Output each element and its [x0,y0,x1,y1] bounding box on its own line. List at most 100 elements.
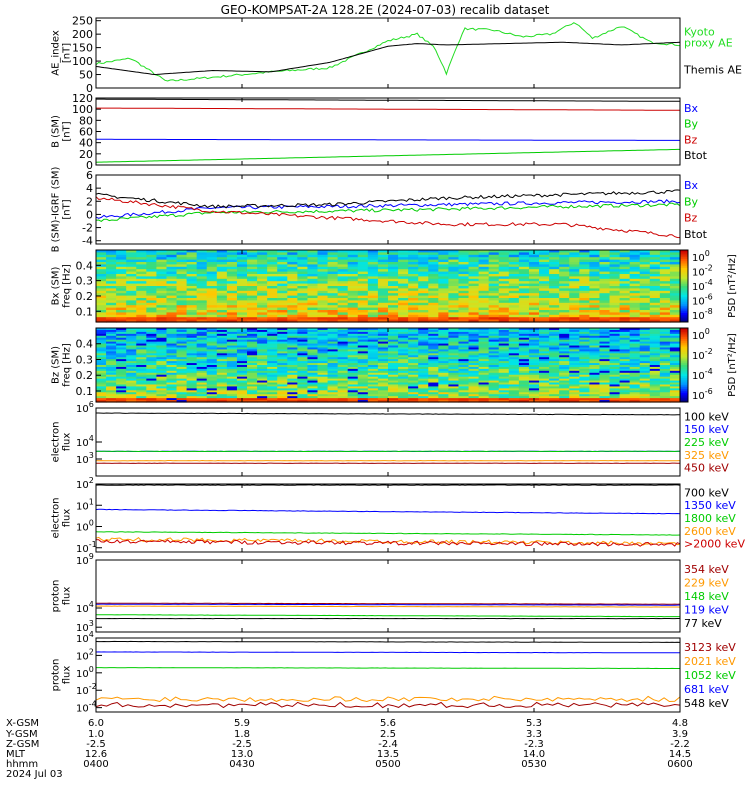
eph-value: 5.9 [234,718,250,729]
ytick-ae: 250 [72,15,93,28]
eph-value: 13.5 [377,749,399,760]
series-pflux2-3 [95,651,680,654]
legend-pflux1-2: 148 keV [684,590,729,603]
ytick-ae: 150 [72,42,93,55]
cbtick-bzspec: 100 [692,327,710,342]
heatmap-bzspec [96,328,681,403]
svg-text:Bx (SM): Bx (SM) [51,267,62,306]
eph-value: 13.0 [231,749,253,760]
series-bdiff-3 [95,189,681,209]
legend-ae-0: Kyoto [684,26,715,39]
ytick-pflux1: 109 [76,552,94,567]
ylabel-pflux2: proton flux [51,659,73,692]
series-pflux1-2 [96,614,680,618]
svg-text:PSD [nT²/Hz]: PSD [nT²/Hz] [727,254,738,318]
legend-pflux1-0: 354 keV [684,563,729,576]
legend-eflux2-4: >2000 keV [684,538,745,551]
svg-text:B (SM): B (SM) [51,115,62,148]
legend-pflux1-3: 119 keV [684,604,729,617]
ytick-bsm: 60 [79,126,93,139]
eph-value: 0530 [521,759,546,770]
legend-bsm-2: Bz [684,133,698,146]
legend-eflux1-2: 225 keV [684,436,729,449]
ytick-pflux2: 10-2 [76,682,97,697]
svg-text:proton: proton [51,659,62,692]
cblabel-bxspec: PSD [nT²/Hz] [727,254,738,318]
eph-value: 1.0 [88,729,104,740]
ytick-eflux2: 101 [76,497,94,512]
eph-value: 0600 [667,759,692,770]
series-bsm-2 [96,107,680,111]
svg-text:flux: flux [62,433,73,452]
ytick-pflux1: 103 [76,619,94,634]
ylabel-bsm: B (SM) [nT] [51,115,73,148]
ytick-pflux2: 100 [76,665,94,680]
cbtick-bzspec: 10-4 [692,367,713,382]
eph-value: 4.8 [672,718,688,729]
eph-value: -2.2 [670,739,690,750]
svg-text:freq [Hz]: freq [Hz] [62,264,73,308]
ytick-eflux2: 102 [76,476,94,491]
cbtick-bxspec: 100 [692,249,710,264]
eph-value: 2.5 [380,729,396,740]
series-pflux1-1 [96,605,681,608]
svg-text:Bz (SM): Bz (SM) [51,346,62,384]
svg-text:B (SM)-IGRF (SM): B (SM)-IGRF (SM) [51,167,62,253]
ytick-bdiff: -4 [82,235,93,248]
eph-value: 1.8 [234,729,250,740]
legend-bsm-3: Btot [684,149,708,162]
legend-ae-0: proxy AE [684,37,733,50]
ytick-bdiff: 4 [86,182,93,195]
svg-text:freq [Hz]: freq [Hz] [62,343,73,387]
svg-text:[nT]: [nT] [62,121,73,141]
series-ae-0 [95,22,681,82]
legend-bdiff-2: Bz [684,212,698,225]
ytick-bxspec: 0.3 [76,275,94,288]
series-eflux2-1 [95,508,681,515]
eph-value: 3.9 [672,729,688,740]
ytick-bsm: 40 [79,137,93,150]
ytick-ae: 0 [86,82,93,95]
svg-text:proton: proton [51,580,62,613]
svg-text:electron: electron [51,422,62,463]
ytick-bxspec: 0.1 [76,305,94,318]
svg-text:flux: flux [62,509,73,528]
svg-text:flux: flux [62,587,73,606]
ae-frame [95,17,681,89]
eph-label-0: X-GSM [6,718,39,729]
legend-bdiff-3: Btot [684,228,708,241]
legend-pflux1-1: 229 keV [684,576,729,589]
ytick-bxspec: 0.2 [76,290,94,303]
cblabel-bzspec: PSD [nT²/Hz] [727,333,738,397]
eph-value: 12.6 [85,749,107,760]
ytick-ae: 100 [72,55,93,68]
ylabel-bzspec: Bz (SM) freq [Hz] [51,343,73,387]
ytick-bzspec: 0.2 [76,369,94,382]
ylabel-eflux1: electron flux [51,422,73,463]
cbtick-bxspec: 10-6 [692,293,713,308]
ytick-pflux2: 102 [76,647,94,662]
ytick-pflux2: 10-4 [76,700,97,715]
svg-text:electron: electron [51,498,62,539]
ytick-bzspec: 0.1 [76,385,94,398]
legend-eflux1-1: 150 keV [684,423,729,436]
ytick-bsm: 100 [72,103,93,116]
legend-eflux2-3: 2600 keV [684,525,736,538]
series-bsm-1 [95,148,680,163]
cbtick-bxspec: 10-8 [692,307,713,322]
series-bdiff-1 [95,202,681,222]
ylabel-eflux2: electron flux [51,498,73,539]
eph-label-1: Y-GSM [5,729,38,740]
ylabel-ae: AE_index [nT] [51,30,73,76]
ytick-pflux2: 104 [76,630,94,645]
legend-ae-1: Themis AE [683,64,742,77]
ytick-bdiff: -2 [82,222,93,235]
legend-bsm-0: Bx [684,102,699,115]
eph-value: 14.5 [669,749,691,760]
svg-text:flux: flux [62,666,73,685]
eph-label-3: MLT [6,749,26,760]
eph-value: 5.3 [526,718,542,729]
heatmap-bxspec [96,250,681,323]
series-ae-1 [95,41,681,76]
series-eflux1-0 [96,412,680,416]
